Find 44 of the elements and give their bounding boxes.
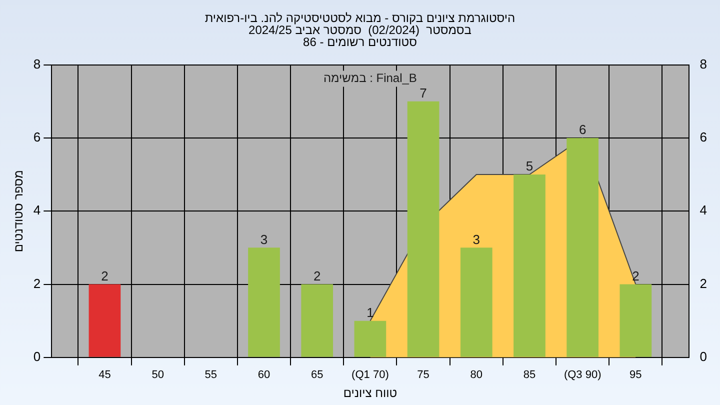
x-tick-label: 95	[630, 369, 642, 382]
data-label: 6	[578, 122, 586, 138]
y2-tick-label: 2	[700, 276, 708, 291]
bar	[301, 284, 334, 357]
y-tick-label: 2	[33, 276, 41, 291]
data-label: 7	[420, 85, 427, 100]
data-label: 2	[313, 268, 321, 284]
data-label: 3	[472, 232, 480, 247]
x-tick-label: (Q1 70)	[352, 369, 389, 382]
x-tick-label: (Q3 90)	[564, 369, 602, 382]
y-axis-title: מספר סטודנטים	[12, 170, 26, 252]
x-tick-label: 50	[152, 369, 164, 382]
bar	[88, 284, 121, 357]
data-label: 3	[260, 232, 268, 247]
x-tick-label: 85	[523, 369, 536, 382]
annotation: במשימה : Final_B	[323, 71, 417, 86]
bar	[248, 248, 280, 357]
x-tick-label: 60	[258, 369, 270, 382]
data-label: 5	[526, 158, 534, 174]
x-tick-label: 55	[204, 369, 218, 382]
y-tick-label: 4	[33, 202, 41, 218]
x-tick-label: 65	[310, 369, 324, 382]
y2-tick-label: 8	[700, 56, 708, 72]
x-axis-title: טווח ציונים	[343, 386, 398, 400]
y-tick-label: 0	[33, 348, 41, 364]
y-tick-label: 8	[33, 56, 41, 72]
bar	[407, 101, 440, 357]
data-label: 2	[632, 268, 640, 284]
bar	[354, 320, 386, 357]
bar	[566, 138, 599, 357]
chart-subtitle: בסמסטר (02/2024) סמסטר אביב 2024/25 סטודנטים רשומים - 86	[248, 23, 472, 49]
x-tick-label: 80	[470, 369, 483, 382]
data-label: 1	[366, 304, 374, 320]
x-tick-label: 45	[98, 369, 111, 382]
y2-tick-label: 4	[700, 202, 708, 218]
y2-tick-label: 6	[700, 130, 708, 145]
chart-title: היסטוגרמת ציונים בקורס - מבוא לסטטיסטיקה להנ. ביו-רפואית	[204, 11, 516, 25]
bar	[620, 284, 652, 357]
x-tick-label: 75	[417, 369, 430, 382]
y-tick-label: 6	[33, 130, 41, 145]
bar	[514, 174, 546, 357]
y2-tick-label: 0	[700, 348, 708, 364]
bar	[460, 248, 492, 357]
data-label: 2	[101, 268, 108, 284]
